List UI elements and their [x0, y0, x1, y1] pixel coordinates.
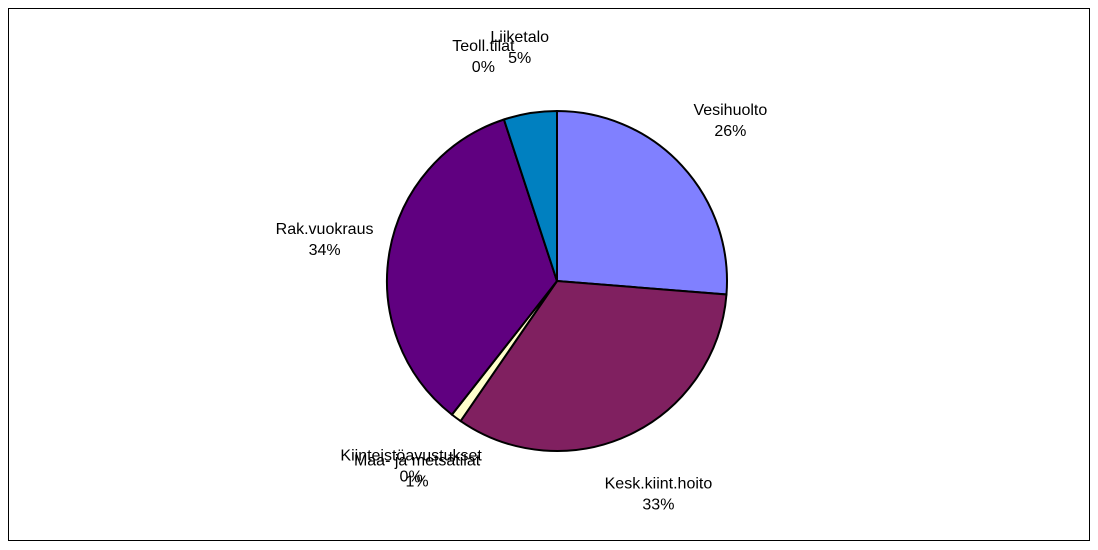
- pie-slice: [502, 109, 558, 282]
- slice-value-label: 34%: [309, 242, 341, 259]
- slice-label: Maa- ja metsätilat: [354, 452, 481, 469]
- slice-label: Liiketalo: [490, 29, 549, 46]
- slice-label: Rak.vuokraus: [276, 221, 374, 238]
- pie-slice: [556, 109, 728, 296]
- slice-value-label: 5%: [508, 50, 531, 67]
- slice-value-label: 1%: [406, 473, 429, 490]
- slice-label: Teoll.tilat: [452, 38, 515, 55]
- slice-value-label: 33%: [642, 496, 674, 513]
- slice-label: Vesihuolto: [693, 102, 767, 119]
- slice-label: Kiinteistöavustukset: [340, 448, 482, 465]
- slice-value-label: 0%: [400, 469, 423, 486]
- slice-value-label: 0%: [472, 59, 495, 76]
- pie-slice: [459, 279, 728, 452]
- slice-label: Kesk.kiint.hoito: [605, 475, 713, 492]
- pie-slice: [386, 118, 559, 417]
- slice-value-label: 26%: [714, 123, 746, 140]
